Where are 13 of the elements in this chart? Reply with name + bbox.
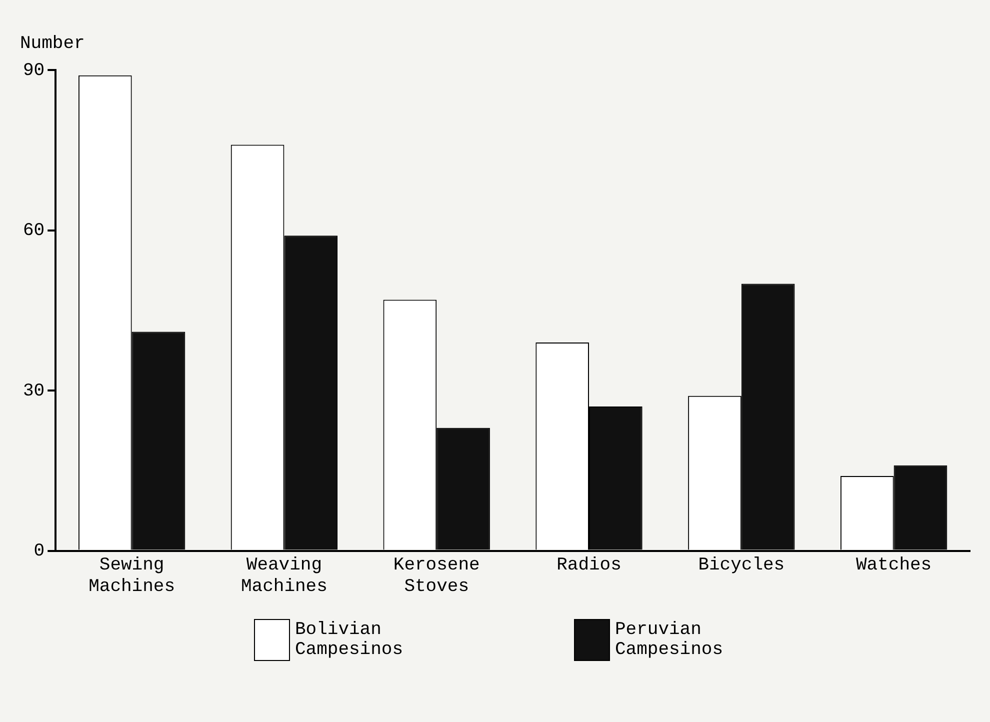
y-tick-label: 60	[22, 221, 45, 242]
x-tick-label: Watches	[856, 555, 932, 576]
legend-label: Peruvian Campesinos	[615, 620, 724, 660]
y-tick-label: 0	[34, 542, 45, 562]
x-tick-label: Sewing Machines	[88, 555, 176, 597]
y-axis-title: Number	[20, 34, 85, 54]
x-tick-label: Bicycles	[698, 555, 785, 576]
y-tick-label: 90	[22, 60, 45, 81]
x-tick-label: Weaving Machines	[240, 555, 328, 597]
x-tick-label: Radios	[556, 555, 622, 576]
y-tick-label: 30	[22, 381, 45, 402]
legend-label: Bolivian Campesinos	[295, 620, 404, 660]
x-tick-label: Kerosene Stoves	[393, 555, 480, 597]
